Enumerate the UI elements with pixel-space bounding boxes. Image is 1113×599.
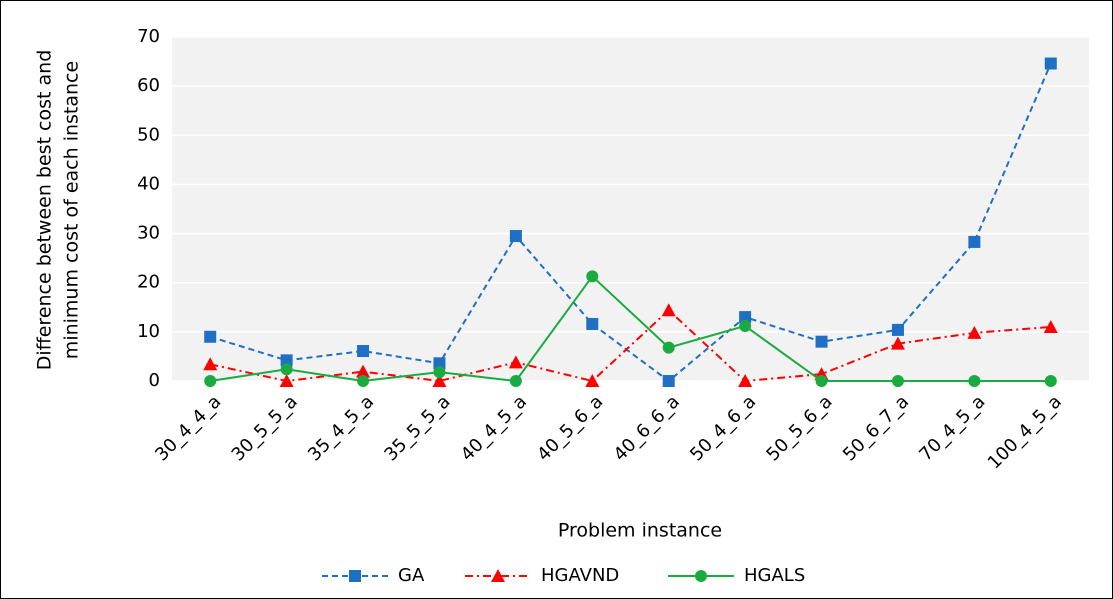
data-point	[967, 325, 982, 339]
data-point	[1043, 319, 1058, 333]
data-point	[1044, 57, 1057, 70]
data-point	[738, 374, 753, 387]
data-point	[815, 375, 828, 387]
legend-marker	[349, 570, 361, 582]
data-point	[433, 366, 446, 379]
y-tick-label: 0	[149, 370, 160, 391]
legend-marker	[491, 569, 505, 582]
data-point	[203, 357, 218, 371]
plot-area	[172, 37, 1089, 381]
data-point	[815, 335, 828, 348]
y-tick-label: 60	[137, 75, 160, 96]
y-tick-label: 20	[137, 272, 160, 293]
data-point	[739, 319, 752, 332]
series-line	[209, 308, 1051, 383]
data-point	[891, 323, 904, 336]
data-point	[662, 341, 675, 354]
data-point	[586, 270, 599, 283]
data-point	[739, 311, 752, 324]
data-point	[204, 330, 217, 343]
data-point	[968, 375, 981, 387]
data-point	[585, 374, 600, 387]
y-axis-label: Difference between best cost and	[34, 50, 56, 371]
data-point	[890, 336, 905, 350]
y-tick-label: 30	[137, 223, 160, 244]
data-point	[662, 375, 675, 387]
x-axis-label: Problem instance	[558, 520, 722, 542]
data-point	[661, 303, 676, 317]
legend-label: HGALS	[744, 565, 805, 586]
y-tick-label: 40	[137, 173, 160, 194]
data-point	[433, 357, 446, 370]
y-tick-label: 10	[137, 321, 160, 342]
data-point	[891, 375, 904, 387]
data-point	[204, 375, 217, 387]
data-point	[508, 355, 523, 369]
y-axis-label: minimum cost of each instance	[61, 61, 83, 359]
data-point	[432, 374, 447, 387]
series-line	[210, 274, 1051, 383]
y-tick-label: 70	[137, 26, 160, 47]
data-point	[279, 374, 294, 387]
data-point	[586, 317, 599, 330]
data-point	[357, 345, 370, 358]
series-line	[209, 63, 1052, 383]
data-point	[280, 363, 293, 376]
data-point	[356, 364, 371, 378]
data-point	[357, 375, 370, 387]
y-tick-label: 50	[137, 124, 160, 145]
data-point	[1044, 375, 1057, 387]
data-point	[509, 375, 522, 387]
data-point	[509, 230, 522, 243]
legend-label: HGAVND	[541, 565, 619, 586]
data-point	[280, 354, 293, 367]
legend-marker	[695, 570, 707, 582]
legend-label: GA	[398, 565, 425, 586]
data-point	[968, 235, 981, 248]
